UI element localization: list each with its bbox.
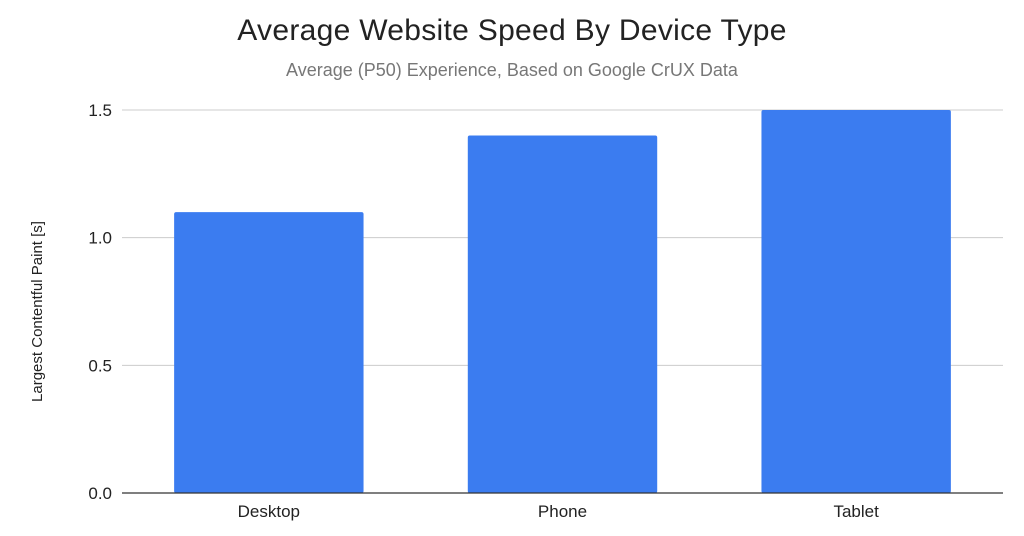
chart-subtitle: Average (P50) Experience, Based on Googl… [286, 60, 738, 80]
bar-phone [467, 135, 658, 494]
chart-title: Average Website Speed By Device Type [237, 14, 787, 47]
y-tick-label: 0.0 [88, 484, 112, 503]
bar-tablet [761, 110, 951, 493]
y-tick-label: 0.5 [88, 356, 112, 375]
x-tick-label: Phone [538, 502, 587, 521]
x-tick-label: Desktop [238, 502, 300, 521]
y-axis-label: Largest Contentful Paint [s] [29, 221, 46, 402]
y-tick-label: 1.5 [88, 101, 112, 120]
x-tick-label: Tablet [833, 502, 879, 521]
y-tick-label: 1.0 [88, 229, 112, 248]
bar-desktop [174, 212, 364, 493]
